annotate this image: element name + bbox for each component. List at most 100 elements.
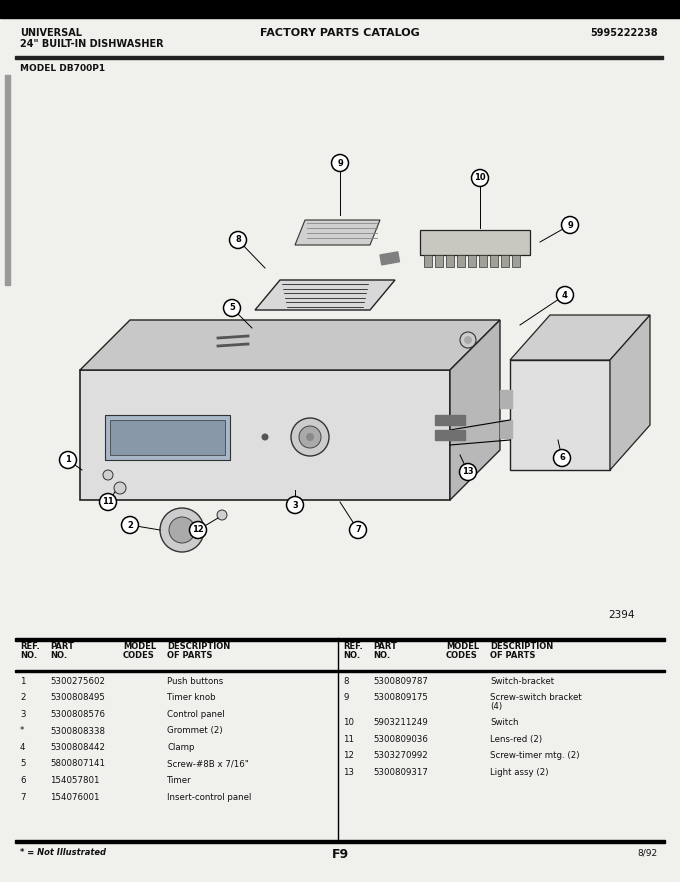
- Polygon shape: [255, 280, 395, 310]
- Text: 6: 6: [559, 453, 565, 462]
- Text: 5300809787: 5300809787: [373, 677, 428, 686]
- Text: 6: 6: [20, 776, 26, 785]
- Text: 5: 5: [20, 759, 26, 768]
- Circle shape: [217, 510, 227, 520]
- Polygon shape: [80, 370, 450, 500]
- Text: CODES: CODES: [446, 651, 478, 660]
- Circle shape: [562, 216, 579, 234]
- Circle shape: [160, 508, 204, 552]
- Text: MODEL DB700P1: MODEL DB700P1: [20, 64, 105, 73]
- Text: MODEL: MODEL: [446, 642, 479, 651]
- Circle shape: [190, 521, 207, 539]
- Bar: [457, 255, 465, 267]
- Bar: [479, 255, 487, 267]
- Text: Clamp: Clamp: [167, 743, 194, 752]
- Polygon shape: [510, 315, 650, 360]
- Bar: [435, 255, 443, 267]
- Polygon shape: [610, 315, 650, 470]
- Polygon shape: [80, 320, 500, 370]
- Text: 9: 9: [337, 159, 343, 168]
- Text: PART: PART: [373, 642, 397, 651]
- Circle shape: [291, 418, 329, 456]
- Text: 5300809317: 5300809317: [373, 767, 428, 777]
- Circle shape: [556, 287, 573, 303]
- Text: NO.: NO.: [20, 651, 37, 660]
- Bar: [501, 255, 509, 267]
- Text: 12: 12: [192, 526, 204, 534]
- Text: 5995222238: 5995222238: [590, 28, 658, 38]
- Text: Timer knob: Timer knob: [167, 693, 216, 702]
- Circle shape: [460, 332, 476, 348]
- Text: PART: PART: [50, 642, 74, 651]
- Text: 9: 9: [343, 693, 348, 702]
- Text: 1: 1: [20, 677, 26, 686]
- Bar: [15, 56, 663, 58]
- Text: REF.: REF.: [343, 642, 362, 651]
- Text: Screw-switch bracket: Screw-switch bracket: [490, 693, 582, 702]
- Text: 4: 4: [20, 743, 26, 752]
- Circle shape: [306, 433, 314, 441]
- Polygon shape: [105, 415, 230, 460]
- Circle shape: [350, 521, 367, 539]
- Text: UNIVERSAL: UNIVERSAL: [20, 28, 82, 38]
- Text: 10: 10: [474, 174, 486, 183]
- Bar: [468, 255, 476, 267]
- Bar: [435, 415, 465, 425]
- Text: 3: 3: [292, 500, 298, 510]
- Text: 11: 11: [343, 735, 354, 744]
- Polygon shape: [420, 230, 530, 255]
- Text: 10: 10: [343, 718, 354, 728]
- Bar: [512, 255, 520, 267]
- Circle shape: [286, 497, 303, 513]
- Text: 5303270992: 5303270992: [373, 751, 428, 760]
- Circle shape: [99, 494, 116, 511]
- Text: 5903211249: 5903211249: [373, 718, 428, 728]
- Text: 5300808442: 5300808442: [50, 743, 105, 752]
- Text: Insert-control panel: Insert-control panel: [167, 793, 252, 802]
- Text: 5300275602: 5300275602: [50, 677, 105, 686]
- Circle shape: [299, 426, 321, 448]
- Text: 2: 2: [127, 520, 133, 529]
- Text: DESCRIPTION: DESCRIPTION: [167, 642, 231, 651]
- Polygon shape: [450, 320, 500, 500]
- Text: 5300809036: 5300809036: [373, 735, 428, 744]
- Text: 2: 2: [20, 693, 26, 702]
- Text: 12: 12: [343, 751, 354, 760]
- Circle shape: [169, 517, 195, 543]
- Text: Screw-#8B x 7/16": Screw-#8B x 7/16": [167, 759, 249, 768]
- Text: OF PARTS: OF PARTS: [490, 651, 535, 660]
- Text: NO.: NO.: [343, 651, 360, 660]
- Bar: [15, 840, 665, 842]
- Text: CODES: CODES: [123, 651, 155, 660]
- Circle shape: [332, 154, 348, 171]
- Bar: [424, 255, 432, 267]
- Text: Control panel: Control panel: [167, 710, 225, 719]
- Circle shape: [122, 517, 139, 534]
- Text: 8: 8: [235, 235, 241, 244]
- Circle shape: [224, 300, 241, 317]
- Text: 7: 7: [20, 793, 26, 802]
- Text: MODEL: MODEL: [123, 642, 156, 651]
- Bar: [446, 255, 454, 267]
- Text: 5300808338: 5300808338: [50, 727, 105, 736]
- Text: 154057801: 154057801: [50, 776, 99, 785]
- Text: * = Not Illustrated: * = Not Illustrated: [20, 848, 106, 857]
- Bar: [435, 430, 465, 440]
- Text: 1: 1: [65, 455, 71, 465]
- Text: Switch: Switch: [490, 718, 518, 728]
- Circle shape: [103, 470, 113, 480]
- Text: Screw-timer mtg. (2): Screw-timer mtg. (2): [490, 751, 579, 760]
- Text: FACTORY PARTS CATALOG: FACTORY PARTS CATALOG: [260, 28, 420, 38]
- Text: 3: 3: [20, 710, 26, 719]
- Circle shape: [230, 231, 246, 249]
- Circle shape: [554, 450, 571, 467]
- Circle shape: [262, 433, 269, 440]
- Text: 5300808495: 5300808495: [50, 693, 105, 702]
- Bar: [0, 0, 680, 18]
- Bar: [15, 670, 665, 671]
- Bar: [380, 252, 399, 265]
- Text: DESCRIPTION: DESCRIPTION: [490, 642, 554, 651]
- Text: 9: 9: [567, 220, 573, 229]
- Text: Timer: Timer: [167, 776, 192, 785]
- Polygon shape: [295, 220, 380, 245]
